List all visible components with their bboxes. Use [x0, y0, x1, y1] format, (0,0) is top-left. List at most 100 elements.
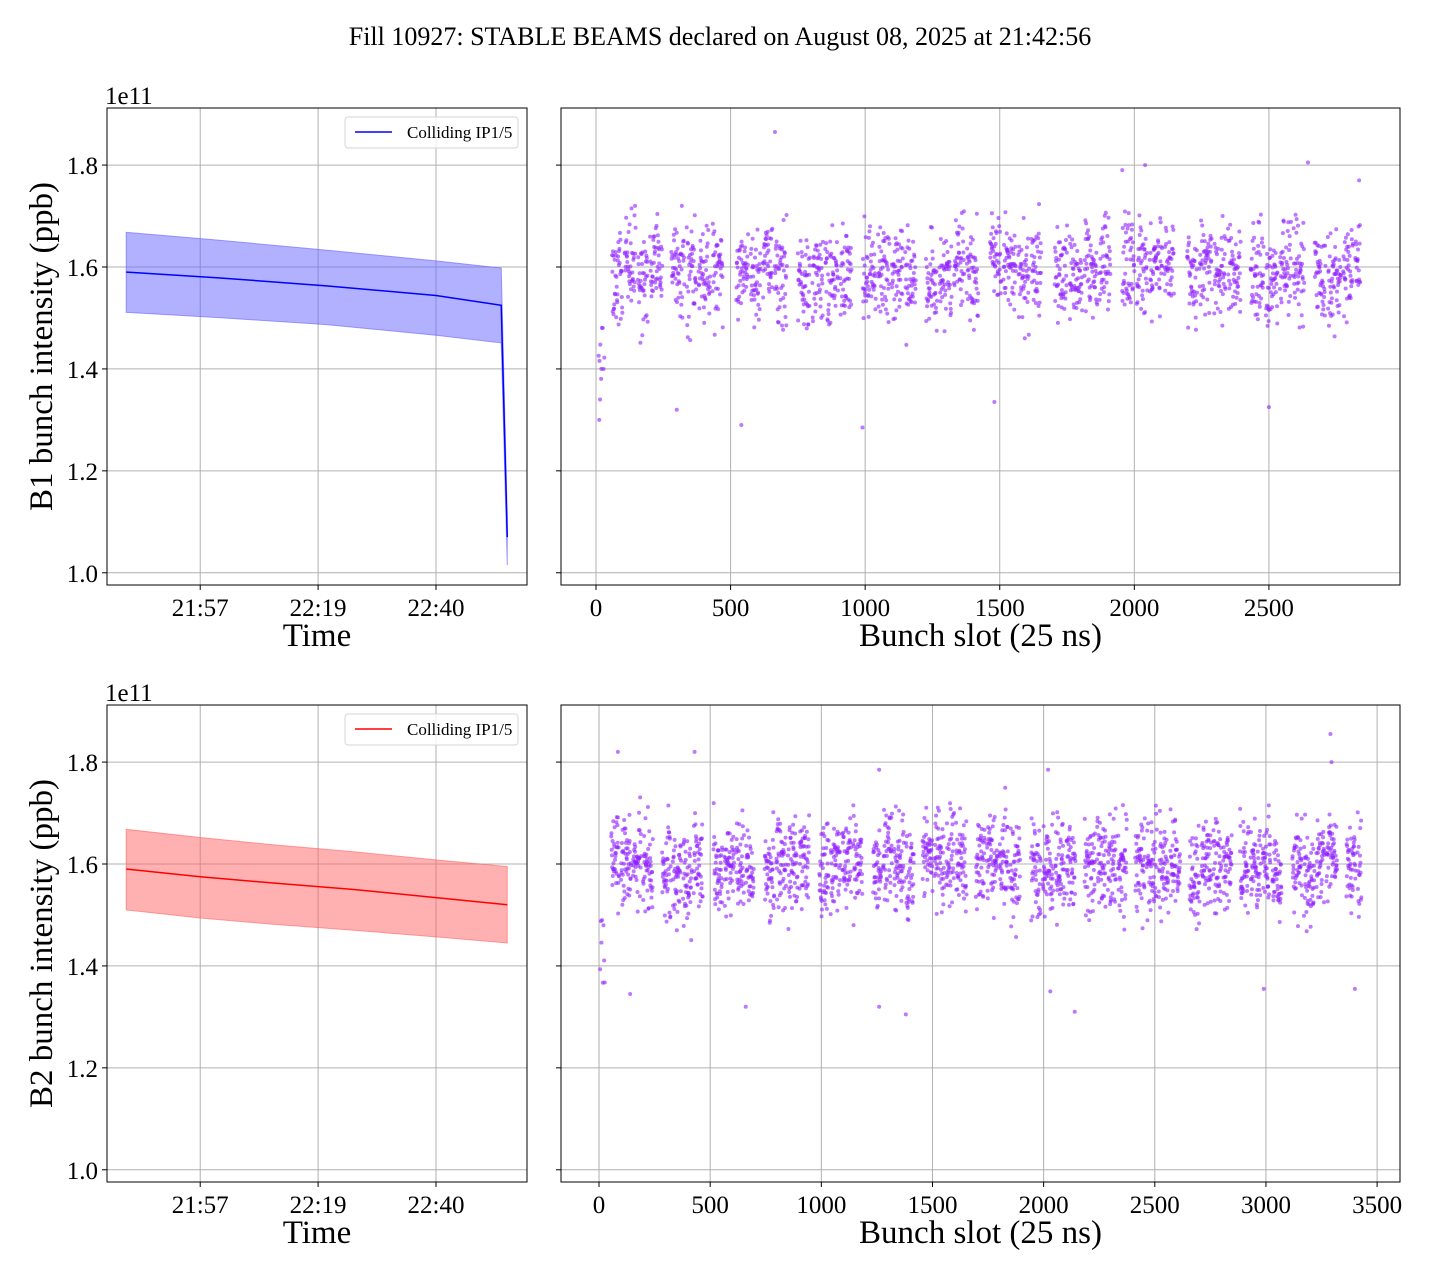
- data-point: [947, 904, 952, 909]
- data-point: [617, 873, 622, 878]
- data-point: [1199, 218, 1204, 223]
- data-point: [922, 815, 927, 820]
- data-point: [1260, 280, 1265, 285]
- data-point: [773, 246, 778, 251]
- data-point: [1249, 892, 1254, 897]
- data-point: [686, 911, 691, 916]
- data-point: [637, 271, 642, 276]
- data-point: [1218, 270, 1223, 275]
- data-point: [627, 222, 632, 227]
- data-point: [1004, 860, 1009, 865]
- data-point: [1314, 884, 1319, 889]
- data-point: [730, 855, 735, 860]
- data-point: [764, 237, 769, 242]
- data-point: [1213, 816, 1218, 821]
- data-point: [1193, 315, 1198, 320]
- data-point: [741, 902, 746, 907]
- data-point: [1141, 242, 1146, 247]
- data-point: [1257, 220, 1262, 225]
- data-point: [610, 269, 615, 274]
- data-point: [1003, 785, 1008, 790]
- data-point: [1248, 855, 1253, 860]
- data-point: [974, 907, 979, 912]
- data-point: [1251, 848, 1256, 853]
- data-point: [658, 275, 663, 280]
- data-point: [1082, 258, 1087, 263]
- data-point: [1284, 284, 1289, 289]
- data-point: [1152, 850, 1157, 855]
- data-point: [1302, 895, 1307, 900]
- data-point: [806, 844, 811, 849]
- data-point: [699, 886, 704, 891]
- data-point: [940, 892, 945, 897]
- data-point: [700, 822, 705, 827]
- data-point: [1030, 844, 1035, 849]
- data-point: [930, 249, 935, 254]
- data-point: [1208, 899, 1213, 904]
- data-point: [1293, 880, 1298, 885]
- data-point: [1079, 260, 1084, 265]
- data-point: [1035, 892, 1040, 897]
- data-point: [938, 237, 943, 242]
- data-point: [1228, 222, 1233, 227]
- data-point: [740, 808, 745, 813]
- data-point: [628, 264, 633, 269]
- data-point: [669, 250, 674, 255]
- data-point: [799, 250, 804, 255]
- data-point: [725, 889, 730, 894]
- y-tick-label: 1.0: [67, 1158, 98, 1185]
- data-point: [774, 866, 779, 871]
- data-point: [988, 255, 993, 260]
- data-point: [1217, 284, 1222, 289]
- data-point: [1054, 274, 1059, 279]
- data-point: [1117, 903, 1122, 908]
- data-point: [1058, 882, 1063, 887]
- data-point: [1318, 262, 1323, 267]
- data-point: [1149, 861, 1154, 866]
- data-point: [739, 266, 744, 271]
- data-point: [758, 251, 763, 256]
- data-point: [873, 296, 878, 301]
- data-point: [1299, 883, 1304, 888]
- data-point: [1257, 833, 1262, 838]
- data-point: [946, 847, 951, 852]
- data-point: [1168, 282, 1173, 287]
- data-point: [994, 863, 999, 868]
- data-point: [712, 835, 717, 840]
- data-point: [786, 847, 791, 852]
- data-point: [645, 868, 650, 873]
- data-point: [1230, 249, 1235, 254]
- data-point: [696, 269, 701, 274]
- data-point: [1082, 816, 1087, 821]
- data-point: [952, 272, 957, 277]
- data-point: [672, 902, 677, 907]
- data-point: [1323, 263, 1328, 268]
- data-point: [749, 246, 754, 251]
- data-point: [826, 838, 831, 843]
- data-point: [613, 851, 618, 856]
- data-point: [1121, 803, 1126, 808]
- data-point: [727, 831, 732, 836]
- data-point: [1124, 870, 1129, 875]
- data-point: [1117, 863, 1122, 868]
- data-point: [1171, 872, 1176, 877]
- data-point: [1237, 849, 1242, 854]
- data-point: [1178, 859, 1183, 864]
- data-point: [1292, 281, 1297, 286]
- data-point: [922, 894, 927, 899]
- data-point: [962, 847, 967, 852]
- data-point: [775, 897, 780, 902]
- data-point: [1138, 891, 1143, 896]
- data-point: [896, 272, 901, 277]
- data-point: [1278, 896, 1283, 901]
- data-point: [1273, 276, 1278, 281]
- data-point: [936, 826, 941, 831]
- data-point: [1197, 899, 1202, 904]
- data-point: [1011, 887, 1016, 892]
- data-point: [988, 813, 993, 818]
- data-point: [928, 262, 933, 267]
- data-point: [648, 856, 653, 861]
- data-point: [1241, 889, 1246, 894]
- data-point: [854, 851, 859, 856]
- data-point: [649, 878, 654, 883]
